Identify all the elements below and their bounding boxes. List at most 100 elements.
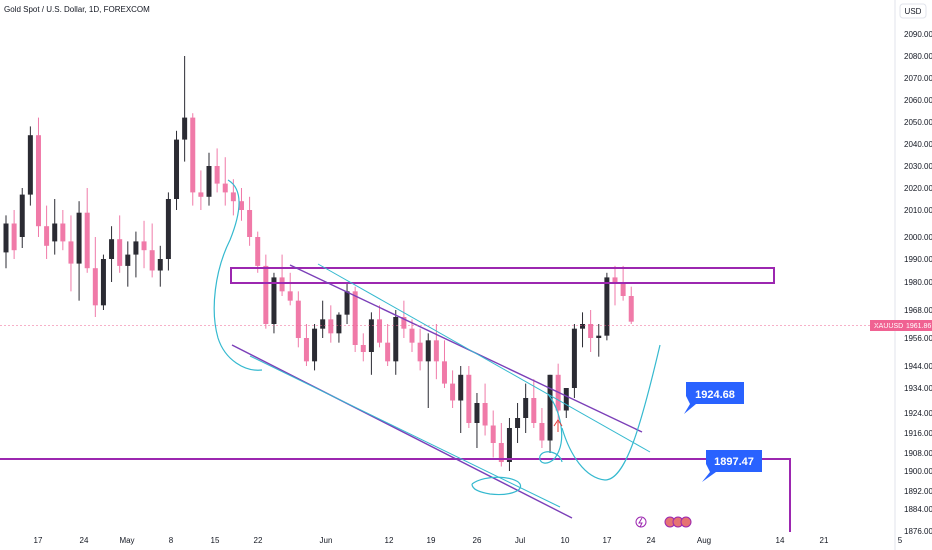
y-tick-label: 2050.00 <box>904 118 932 127</box>
candle-body <box>125 254 131 266</box>
resistance-zone[interactable] <box>230 267 775 284</box>
candle-body <box>441 361 447 384</box>
candle-body <box>11 223 17 251</box>
candle-body <box>174 139 180 199</box>
candle-body <box>360 345 366 352</box>
candle-body <box>35 135 41 227</box>
candle <box>295 291 301 348</box>
candle <box>588 310 594 352</box>
candle <box>255 231 261 273</box>
cyan-lower-line[interactable] <box>249 355 561 508</box>
candle-body <box>580 324 586 329</box>
x-tick-label: Jul <box>515 536 525 545</box>
candle-body <box>3 223 9 253</box>
price-axis[interactable]: 2090.00 2080.00 2070.00 2060.00 2050.00 2040.… <box>904 30 932 536</box>
candle <box>247 196 253 246</box>
y-tick-label: 2020.00 <box>904 184 932 193</box>
flag-icon[interactable] <box>680 516 692 528</box>
candle <box>336 312 342 343</box>
candle <box>515 403 521 443</box>
candle-body <box>238 201 244 210</box>
candle <box>506 418 512 471</box>
candle <box>149 223 155 278</box>
candle <box>84 188 90 273</box>
candle <box>11 210 17 259</box>
candle <box>238 188 244 221</box>
candle-body <box>612 277 618 282</box>
candle <box>44 205 50 259</box>
candle <box>117 215 123 273</box>
x-tick-label: 19 <box>427 536 436 545</box>
event-icons[interactable] <box>635 516 692 528</box>
candle-body <box>620 282 626 296</box>
candle-body <box>474 403 480 423</box>
candle-body <box>506 428 512 462</box>
price-tag-value: 1961.86 <box>906 323 931 330</box>
y-tick-label: 1892.00 <box>904 487 932 496</box>
candle <box>433 324 439 380</box>
lightning-icon[interactable] <box>635 516 647 528</box>
candle-body <box>482 403 488 426</box>
candle-body <box>393 317 399 362</box>
candle-body <box>141 241 147 251</box>
candle <box>222 157 228 206</box>
candle-body <box>628 296 634 322</box>
current-price-tag: XAUUSD 1961.86 <box>870 320 932 331</box>
candle <box>628 286 634 324</box>
x-tick-label: May <box>119 536 134 545</box>
candle-body <box>44 226 50 246</box>
y-tick-label: 1944.00 <box>904 362 932 371</box>
candle-body <box>571 328 577 388</box>
candle-body <box>336 314 342 334</box>
sketch-circle-bottom <box>471 476 522 496</box>
candle <box>263 254 269 329</box>
candle <box>425 333 431 408</box>
candle <box>100 254 106 310</box>
candle-body <box>133 241 139 255</box>
x-tick-label: 22 <box>254 536 263 545</box>
candle-body <box>450 383 456 401</box>
x-tick-label: 17 <box>603 536 612 545</box>
x-tick-label: 26 <box>473 536 482 545</box>
candle-body <box>165 199 171 259</box>
candle-body <box>588 324 594 338</box>
y-tick-label: 1884.00 <box>904 505 932 514</box>
candle <box>27 126 33 206</box>
candle-body <box>539 423 545 441</box>
candle-body <box>409 328 415 343</box>
candle-body <box>157 259 163 271</box>
y-tick-label: 1990.00 <box>904 255 932 264</box>
candle <box>174 130 180 210</box>
y-tick-label: 1934.00 <box>904 384 932 393</box>
candle-body <box>466 374 472 423</box>
candle <box>409 319 415 352</box>
sketch-curve-right <box>561 344 661 481</box>
chart-title: Gold Spot / U.S. Dollar, 1D, FOREXCOM <box>4 5 150 14</box>
cyan-upper-line[interactable] <box>317 263 651 453</box>
candle-body <box>149 250 155 271</box>
candle-body <box>498 443 504 462</box>
y-tick-label: 1900.00 <box>904 467 932 476</box>
candle <box>19 188 25 248</box>
candle <box>92 237 98 317</box>
candle <box>441 340 447 388</box>
y-tick-label: 2030.00 <box>904 162 932 171</box>
candle <box>393 310 399 375</box>
candle-body <box>60 223 66 242</box>
support-box[interactable] <box>0 458 791 532</box>
channel-upper-line[interactable] <box>289 264 643 433</box>
candle <box>76 201 82 301</box>
candle-body <box>84 212 90 269</box>
channel-lower-line[interactable] <box>231 344 573 519</box>
x-tick-label: 12 <box>385 536 394 545</box>
y-tick-label: 1916.00 <box>904 429 932 438</box>
currency-button[interactable]: USD <box>899 3 927 19</box>
candle-body <box>458 374 464 401</box>
candle-body <box>117 239 123 266</box>
candle <box>604 272 610 341</box>
callout-1924[interactable]: 1924.68 <box>684 382 744 414</box>
callout-1897[interactable]: 1897.47 <box>702 450 762 482</box>
time-axis[interactable]: 17 24 May 8 15 22 Jun 12 19 26 Jul 10 17 24 Aug 14 21 5 <box>34 536 903 545</box>
